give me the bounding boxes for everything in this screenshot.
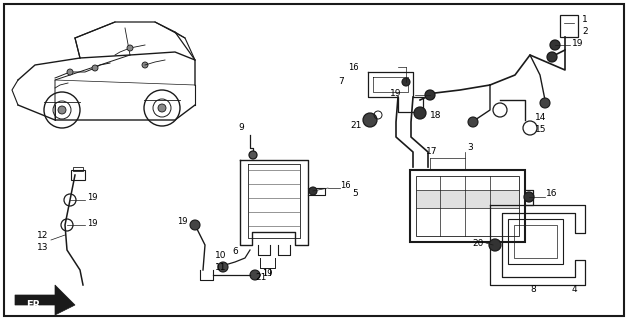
Circle shape bbox=[524, 192, 534, 202]
Circle shape bbox=[67, 69, 73, 75]
Circle shape bbox=[468, 117, 478, 127]
Bar bbox=[416, 176, 519, 236]
Text: 9: 9 bbox=[238, 124, 244, 132]
Text: 19: 19 bbox=[390, 89, 401, 98]
Text: 19: 19 bbox=[572, 38, 583, 47]
Text: 19: 19 bbox=[87, 219, 97, 228]
Text: 21: 21 bbox=[350, 121, 361, 130]
Text: 14: 14 bbox=[535, 114, 546, 123]
Circle shape bbox=[127, 45, 133, 51]
Circle shape bbox=[425, 90, 435, 100]
Polygon shape bbox=[15, 285, 75, 315]
Bar bbox=[410, 170, 525, 242]
Bar bbox=[71, 170, 85, 180]
Text: 16: 16 bbox=[546, 189, 558, 198]
Text: 19: 19 bbox=[177, 218, 188, 227]
Text: 13: 13 bbox=[37, 243, 48, 252]
Circle shape bbox=[363, 113, 377, 127]
Text: 3: 3 bbox=[467, 143, 473, 153]
Text: 1: 1 bbox=[582, 15, 588, 25]
Circle shape bbox=[402, 78, 410, 86]
Text: 11: 11 bbox=[215, 262, 227, 271]
Text: 20: 20 bbox=[472, 238, 484, 247]
Bar bbox=[416, 190, 519, 208]
Circle shape bbox=[190, 220, 200, 230]
Circle shape bbox=[142, 62, 148, 68]
Text: 18: 18 bbox=[430, 110, 441, 119]
Circle shape bbox=[309, 187, 317, 195]
Text: FR.: FR. bbox=[26, 300, 44, 310]
Text: 16: 16 bbox=[348, 62, 359, 71]
Text: 19: 19 bbox=[262, 268, 273, 277]
Circle shape bbox=[489, 239, 501, 251]
Bar bbox=[514, 225, 557, 258]
Circle shape bbox=[249, 151, 257, 159]
Text: 5: 5 bbox=[352, 188, 358, 197]
Circle shape bbox=[540, 98, 550, 108]
Bar bbox=[508, 219, 563, 264]
Circle shape bbox=[414, 107, 426, 119]
Circle shape bbox=[58, 106, 66, 114]
Text: 10: 10 bbox=[215, 251, 227, 260]
Circle shape bbox=[550, 40, 560, 50]
Circle shape bbox=[547, 52, 557, 62]
Text: 6: 6 bbox=[232, 247, 238, 257]
Text: 7: 7 bbox=[338, 77, 344, 86]
Text: 16: 16 bbox=[340, 181, 350, 190]
Circle shape bbox=[250, 270, 260, 280]
Text: 19: 19 bbox=[87, 194, 97, 203]
Text: 4: 4 bbox=[572, 284, 578, 293]
Text: 17: 17 bbox=[426, 148, 438, 156]
Bar bbox=[73, 167, 83, 171]
Text: 15: 15 bbox=[535, 125, 546, 134]
Text: 12: 12 bbox=[37, 230, 48, 239]
Text: 21: 21 bbox=[255, 274, 266, 283]
Circle shape bbox=[158, 104, 166, 112]
Circle shape bbox=[218, 262, 228, 272]
Text: 2: 2 bbox=[582, 27, 588, 36]
Circle shape bbox=[92, 65, 98, 71]
Text: 8: 8 bbox=[530, 284, 536, 293]
